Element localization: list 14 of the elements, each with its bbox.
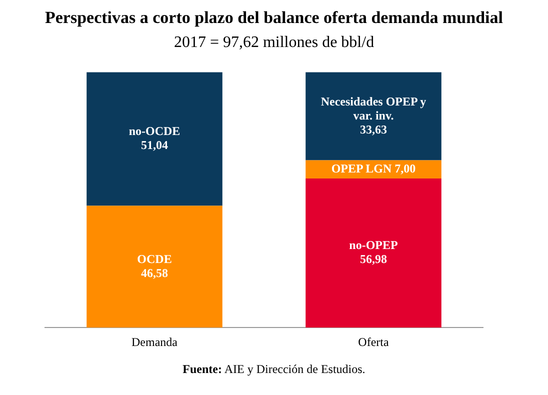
data-label: 46,58 xyxy=(141,266,168,280)
x-tick-label: Oferta xyxy=(358,334,390,349)
series-label: Necesidades OPEP y var. inv. xyxy=(320,94,426,122)
series-label: no-OCDE xyxy=(128,124,180,138)
series-label: OCDE xyxy=(137,252,172,266)
data-label: 51,04 xyxy=(141,138,168,152)
data-label: 33,63 xyxy=(360,122,387,136)
chart-title: Perspectivas a corto plazo del balance oferta demanda mundial xyxy=(44,8,504,28)
text: OPEP LGN 7,00 xyxy=(331,161,416,176)
chart-subtitle: 2017 = 97,62 millones de bbl/d xyxy=(172,34,376,52)
source-note: Fuente: AIE y Dirección de Estudios. xyxy=(182,362,366,377)
x-tick-label: Demanda xyxy=(132,334,178,349)
data-label: 56,98 xyxy=(360,252,387,266)
series-label: no-OPEP xyxy=(349,238,398,252)
